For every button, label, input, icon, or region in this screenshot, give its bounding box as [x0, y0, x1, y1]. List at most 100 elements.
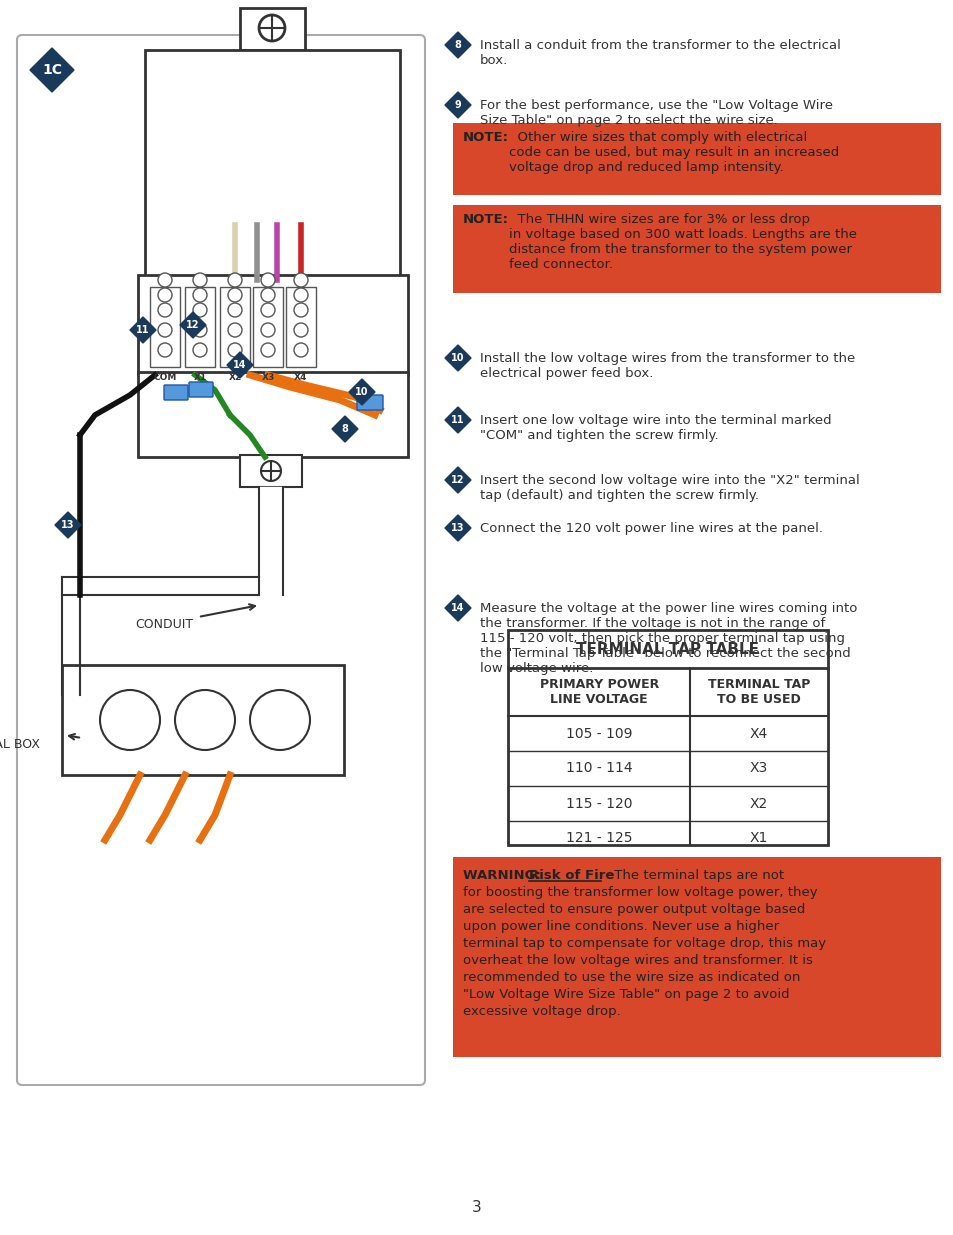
- Polygon shape: [444, 467, 471, 493]
- FancyBboxPatch shape: [240, 7, 305, 49]
- Text: Install a conduit from the transformer to the electrical
box.: Install a conduit from the transformer t…: [479, 40, 840, 67]
- FancyBboxPatch shape: [453, 857, 940, 1057]
- FancyBboxPatch shape: [189, 382, 213, 396]
- Circle shape: [294, 343, 308, 357]
- Text: 8: 8: [341, 424, 348, 433]
- Text: recommended to use the wire size as indicated on: recommended to use the wire size as indi…: [462, 971, 800, 984]
- Circle shape: [228, 324, 242, 337]
- Text: X4: X4: [749, 726, 767, 741]
- Text: The THHN wire sizes are for 3% or less drop
in voltage based on 300 watt loads. : The THHN wire sizes are for 3% or less d…: [509, 212, 856, 270]
- Polygon shape: [55, 513, 81, 538]
- FancyBboxPatch shape: [150, 287, 180, 367]
- Text: COM: COM: [153, 373, 176, 382]
- Circle shape: [261, 324, 274, 337]
- Text: WARNING:: WARNING:: [462, 869, 545, 882]
- Polygon shape: [30, 48, 74, 91]
- Circle shape: [193, 324, 207, 337]
- Polygon shape: [349, 379, 375, 405]
- Text: TERMINAL TAP
TO BE USED: TERMINAL TAP TO BE USED: [707, 678, 809, 706]
- Text: 115 - 120: 115 - 120: [565, 797, 632, 810]
- Circle shape: [228, 343, 242, 357]
- FancyBboxPatch shape: [185, 287, 214, 367]
- Circle shape: [158, 343, 172, 357]
- Text: 13: 13: [61, 520, 74, 530]
- Text: Measure the voltage at the power line wires coming into
the transformer. If the : Measure the voltage at the power line wi…: [479, 601, 857, 676]
- Text: For the best performance, use the "Low Voltage Wire
Size Table" on page 2 to sel: For the best performance, use the "Low V…: [479, 99, 832, 127]
- Circle shape: [294, 303, 308, 317]
- Text: Insert the second low voltage wire into the "X2" terminal
tap (default) and tigh: Insert the second low voltage wire into …: [479, 474, 859, 501]
- Polygon shape: [130, 317, 156, 343]
- Text: 12: 12: [451, 475, 464, 485]
- Circle shape: [294, 273, 308, 287]
- Circle shape: [261, 303, 274, 317]
- Text: 1C: 1C: [42, 63, 62, 77]
- Text: for boosting the transformer low voltage power, they: for boosting the transformer low voltage…: [462, 885, 817, 899]
- FancyBboxPatch shape: [240, 454, 302, 487]
- FancyBboxPatch shape: [138, 275, 408, 375]
- Text: X3: X3: [749, 762, 767, 776]
- FancyBboxPatch shape: [17, 35, 424, 1086]
- Circle shape: [158, 303, 172, 317]
- Circle shape: [294, 288, 308, 303]
- Text: 105 - 109: 105 - 109: [565, 726, 632, 741]
- Circle shape: [193, 343, 207, 357]
- FancyBboxPatch shape: [253, 287, 283, 367]
- Text: 8: 8: [454, 40, 461, 49]
- Text: are selected to ensure power output voltage based: are selected to ensure power output volt…: [462, 903, 804, 916]
- Text: Other wire sizes that comply with electrical
code can be used, but may result in: Other wire sizes that comply with electr…: [509, 131, 839, 174]
- Text: TERMINAL TAP TABLE: TERMINAL TAP TABLE: [576, 641, 759, 657]
- Text: overheat the low voltage wires and transformer. It is: overheat the low voltage wires and trans…: [462, 953, 812, 967]
- Text: X3: X3: [261, 373, 274, 382]
- Text: Connect the 120 volt power line wires at the panel.: Connect the 120 volt power line wires at…: [479, 522, 822, 535]
- Circle shape: [228, 273, 242, 287]
- Polygon shape: [444, 408, 471, 433]
- Circle shape: [261, 343, 274, 357]
- Text: 14: 14: [451, 603, 464, 613]
- Text: NOTE:: NOTE:: [462, 212, 509, 226]
- Text: NOTE:: NOTE:: [462, 131, 509, 144]
- Circle shape: [174, 690, 234, 750]
- Circle shape: [294, 324, 308, 337]
- Polygon shape: [332, 416, 357, 442]
- Circle shape: [158, 288, 172, 303]
- Text: Risk of Fire: Risk of Fire: [529, 869, 614, 882]
- FancyBboxPatch shape: [453, 205, 940, 293]
- Polygon shape: [444, 515, 471, 541]
- Polygon shape: [444, 595, 471, 621]
- FancyBboxPatch shape: [286, 287, 315, 367]
- Circle shape: [228, 288, 242, 303]
- Circle shape: [258, 15, 285, 41]
- FancyBboxPatch shape: [453, 124, 940, 195]
- Circle shape: [261, 273, 274, 287]
- Circle shape: [193, 273, 207, 287]
- Text: CONDUIT: CONDUIT: [134, 619, 193, 631]
- Polygon shape: [227, 352, 253, 378]
- Text: Install the low voltage wires from the transformer to the
electrical power feed : Install the low voltage wires from the t…: [479, 352, 854, 380]
- Text: X4: X4: [294, 373, 308, 382]
- FancyBboxPatch shape: [220, 287, 250, 367]
- FancyBboxPatch shape: [145, 49, 399, 280]
- FancyBboxPatch shape: [507, 630, 827, 845]
- Text: 10: 10: [355, 387, 369, 396]
- Text: 12: 12: [186, 320, 199, 330]
- Text: upon power line conditions. Never use a higher: upon power line conditions. Never use a …: [462, 920, 779, 932]
- Polygon shape: [444, 91, 471, 119]
- Text: PRIMARY POWER
LINE VOLTAGE: PRIMARY POWER LINE VOLTAGE: [539, 678, 659, 706]
- Text: 9: 9: [455, 100, 461, 110]
- Text: ELECTRICAL BOX: ELECTRICAL BOX: [0, 739, 40, 752]
- Text: 3: 3: [472, 1199, 481, 1214]
- Circle shape: [193, 288, 207, 303]
- Text: excessive voltage drop.: excessive voltage drop.: [462, 1005, 620, 1018]
- Text: 14: 14: [233, 359, 247, 370]
- Circle shape: [261, 288, 274, 303]
- Text: X2: X2: [228, 373, 241, 382]
- Circle shape: [158, 324, 172, 337]
- Text: X1: X1: [749, 831, 767, 846]
- Text: 13: 13: [451, 522, 464, 534]
- Circle shape: [250, 690, 310, 750]
- Text: 110 - 114: 110 - 114: [565, 762, 632, 776]
- FancyBboxPatch shape: [356, 395, 382, 410]
- FancyBboxPatch shape: [138, 372, 408, 457]
- Polygon shape: [444, 32, 471, 58]
- Text: "Low Voltage Wire Size Table" on page 2 to avoid: "Low Voltage Wire Size Table" on page 2 …: [462, 988, 789, 1002]
